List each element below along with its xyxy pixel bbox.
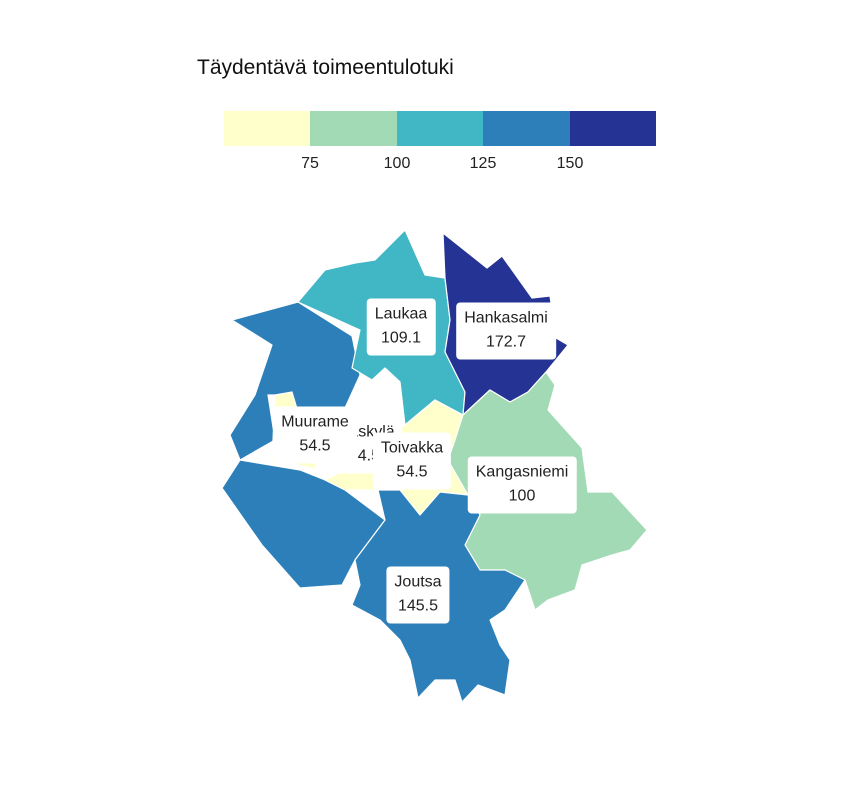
legend-swatch-4 (483, 111, 570, 146)
region-label-kangasniemi: Kangasniemi 100 (467, 456, 577, 514)
legend-color-bar (224, 111, 657, 146)
legend-tick-75: 75 (301, 155, 319, 172)
region-value: 145.5 (397, 597, 439, 615)
legend-tick-100: 100 (383, 155, 411, 172)
region-name: Toivakka (380, 439, 444, 457)
legend-tick-125: 125 (469, 155, 497, 172)
region-label-hankasalmi: Hankasalmi 172.7 (456, 302, 556, 360)
region-name: Laukaa (374, 305, 428, 323)
legend-swatch-1 (224, 111, 311, 146)
region-label-muurame: Muurame 54.5 (273, 406, 357, 464)
region-value: 54.5 (396, 463, 428, 481)
region-value: 109.1 (380, 329, 422, 347)
region-value: 100 (508, 487, 536, 505)
legend-swatch-2 (310, 111, 397, 146)
legend-swatch-3 (396, 111, 484, 146)
legend-tick-150: 150 (556, 155, 584, 172)
legend-title: Täydentävä toimeentulotuki (197, 56, 454, 79)
region-label-joutsa: Joutsa 145.5 (386, 566, 450, 624)
region-label-laukaa: Laukaa 109.1 (366, 298, 436, 356)
region-value: 54.5 (299, 437, 331, 455)
region-name: Muurame (281, 413, 349, 431)
region-name: Hankasalmi (464, 309, 548, 327)
region-value: 172.7 (485, 333, 527, 351)
region-name: Joutsa (394, 573, 442, 591)
region-name: Kangasniemi (475, 463, 569, 481)
region-label-toivakka: Toivakka 54.5 (372, 432, 452, 490)
legend-swatch-5 (569, 111, 657, 146)
